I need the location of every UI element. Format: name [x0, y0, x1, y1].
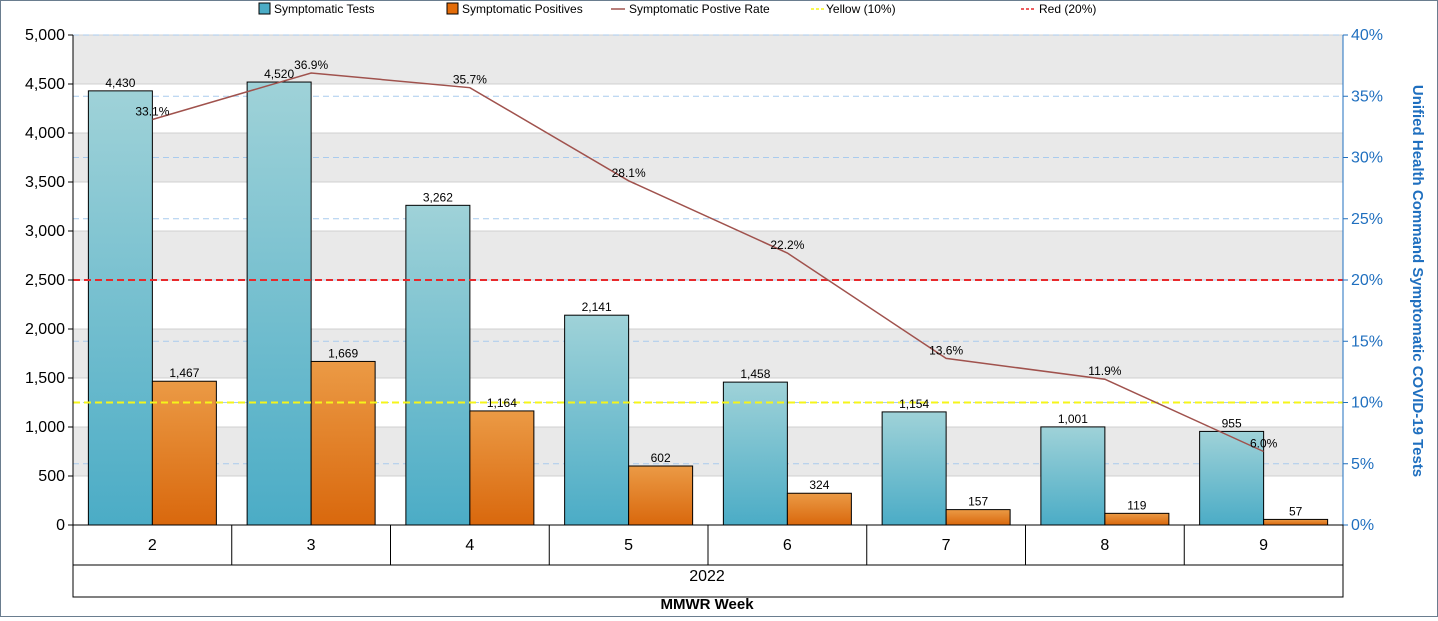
y2-tick-label: 25%	[1351, 211, 1383, 228]
y2-tick-label: 35%	[1351, 88, 1383, 105]
y-tick-label: 4,000	[25, 125, 65, 142]
group-label: 2022	[689, 568, 725, 585]
axes: 0 500 1,000 1,500 2,000 2,500 3,000 3,500 4,000 4…	[25, 27, 1383, 598]
rate-label: 33.1%	[135, 105, 169, 119]
y-tick-label: 0	[56, 517, 65, 534]
x-tick-label: 4	[465, 537, 474, 554]
legend: Symptomatic Tests Symptomatic Positives Sy…	[258, 2, 1096, 16]
x-tick-label: 7	[942, 537, 951, 554]
bar-symptomatic-tests	[881, 411, 947, 526]
rate-label: 11.9%	[1088, 364, 1121, 378]
legend-label-rate: Symptomatic Postive Rate	[629, 2, 770, 16]
x-tick-label: 5	[624, 537, 633, 554]
bar-label-positives: 324	[809, 478, 829, 492]
legend-label-tests: Symptomatic Tests	[274, 2, 374, 16]
bar-symptomatic-positives	[945, 509, 1011, 526]
plot-band	[73, 35, 1343, 84]
data-labels: 4,430 1,467 4,520 1,669 3,262 1,164 2,141 602 1,…	[105, 58, 1302, 518]
y-tick-label: 500	[38, 468, 65, 485]
legend-swatch-positives	[446, 2, 459, 15]
y2-tick-label: 30%	[1351, 150, 1383, 167]
bar-symptomatic-positives	[1104, 512, 1170, 526]
bar-symptomatic-tests	[87, 90, 153, 526]
y2-tick-label: 20%	[1351, 272, 1383, 289]
legend-swatch-tests	[258, 2, 271, 15]
bar-label-tests: 1,458	[740, 367, 770, 381]
bar-symptomatic-tests	[1040, 426, 1106, 526]
x-tick-label: 2	[148, 537, 157, 554]
rate-line	[152, 72, 1264, 453]
y2-tick-label: 15%	[1351, 333, 1383, 350]
y2-tick-label: 40%	[1351, 27, 1383, 44]
y2-tick-label: 5%	[1351, 456, 1374, 473]
rate-label: 22.2%	[770, 238, 804, 252]
rate-label: 13.6%	[929, 343, 963, 357]
x-axis-title: MMWR Week	[660, 596, 754, 613]
bar-label-positives: 57	[1289, 504, 1303, 518]
bar-symptomatic-tests	[722, 381, 788, 526]
x-tick-label: 9	[1259, 537, 1268, 554]
bars	[87, 81, 1329, 526]
x-tick-label: 8	[1100, 537, 1109, 554]
rate-line-path	[152, 72, 1264, 453]
bar-symptomatic-tests	[405, 204, 471, 526]
legend-label-red: Red (20%)	[1039, 2, 1096, 16]
bar-label-positives: 157	[968, 495, 988, 509]
y2-tick-label: 0%	[1351, 517, 1374, 534]
bar-label-positives: 1,164	[487, 396, 517, 410]
y-tick-label: 2,500	[25, 272, 65, 289]
y-tick-label: 5,000	[25, 27, 65, 44]
y2-axis-title: Unified Health Command Symptomatic COVID…	[1409, 85, 1426, 477]
y-tick-label: 3,500	[25, 174, 65, 191]
y2-tick-label: 10%	[1351, 395, 1383, 412]
bar-label-tests: 3,262	[423, 190, 453, 204]
rate-label: 36.9%	[294, 58, 328, 72]
bar-symptomatic-tests	[564, 314, 630, 526]
rate-label: 28.1%	[612, 166, 646, 180]
bar-label-tests: 955	[1222, 416, 1242, 430]
bar-label-positives: 119	[1127, 498, 1146, 512]
bar-symptomatic-positives	[786, 492, 852, 526]
bar-symptomatic-tests	[246, 81, 312, 526]
y-tick-label: 2,000	[25, 321, 65, 338]
rate-label: 6.0%	[1250, 437, 1278, 451]
bar-symptomatic-positives	[628, 465, 694, 526]
bar-label-positives: 1,467	[169, 366, 199, 380]
y-tick-label: 3,000	[25, 223, 65, 240]
y-tick-label: 1,500	[25, 370, 65, 387]
bar-label-tests: 4,430	[105, 76, 135, 90]
bar-label-tests: 2,141	[582, 300, 612, 314]
bar-symptomatic-positives	[310, 360, 376, 526]
x-tick-label: 3	[307, 537, 316, 554]
reference-lines	[73, 279, 1343, 404]
group-row	[72, 564, 1344, 598]
bar-label-positives: 602	[651, 451, 671, 465]
bar-symptomatic-positives	[469, 410, 535, 526]
y-tick-label: 4,500	[25, 76, 65, 93]
legend-label-positives: Symptomatic Positives	[462, 2, 583, 16]
x-tick-label: 6	[783, 537, 792, 554]
bar-symptomatic-positives	[1263, 518, 1329, 526]
bar-label-tests: 4,520	[264, 67, 294, 81]
legend-label-yellow: Yellow (10%)	[826, 2, 896, 16]
rate-label: 35.7%	[453, 73, 487, 87]
bar-label-tests: 1,154	[899, 397, 929, 411]
y-tick-label: 1,000	[25, 419, 65, 436]
bar-symptomatic-positives	[151, 380, 217, 526]
bar-label-tests: 1,001	[1058, 412, 1088, 426]
bar-label-positives: 1,669	[328, 346, 358, 360]
